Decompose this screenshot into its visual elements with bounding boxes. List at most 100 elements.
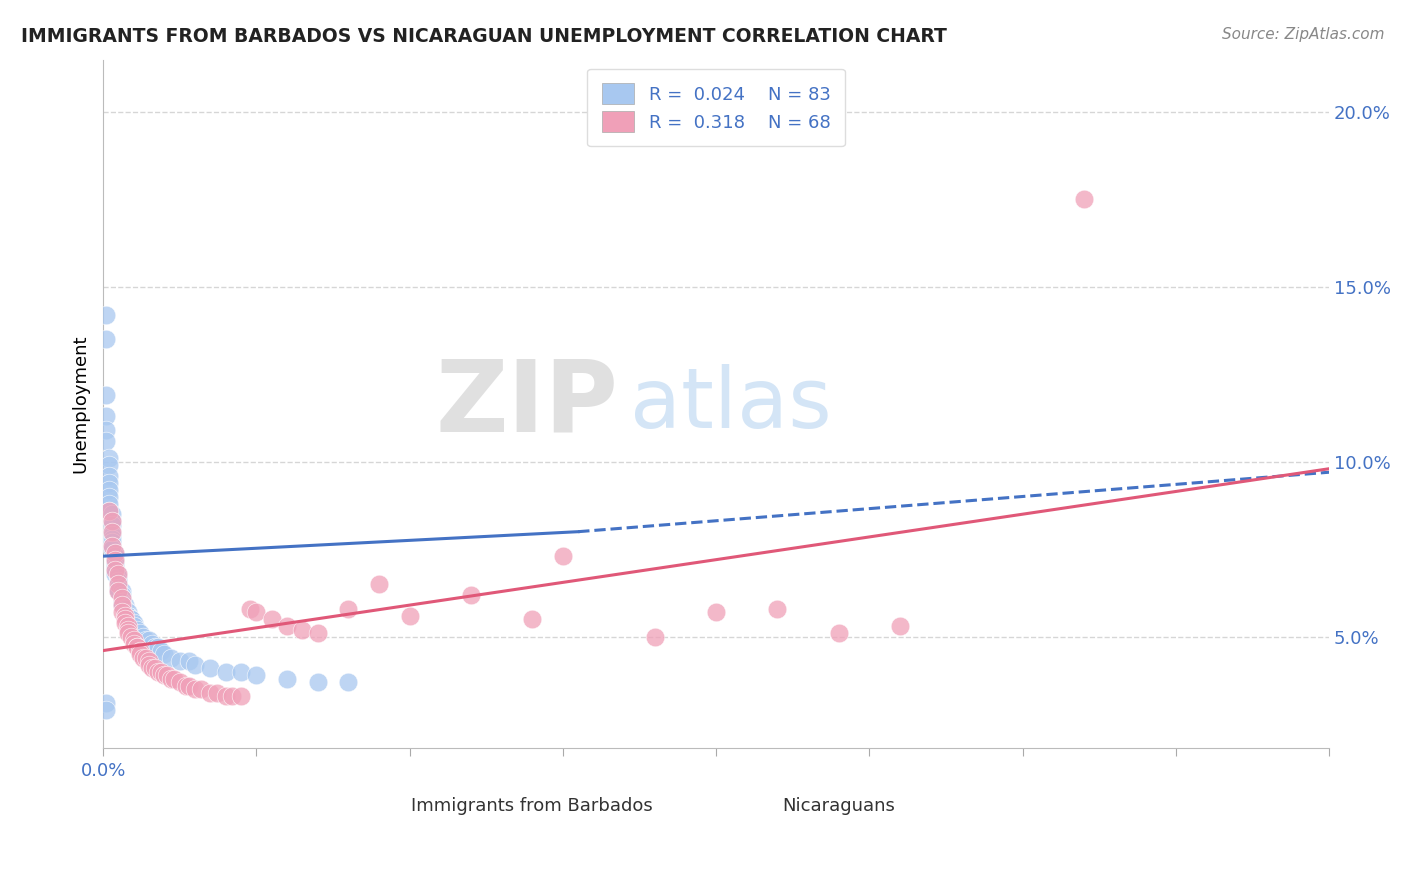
Point [169, 675, 191, 690]
Point [114, 612, 136, 626]
Point [104, 559, 127, 574]
Point [200, 685, 222, 699]
Point [107, 574, 129, 588]
Point [135, 633, 157, 648]
Point [156, 668, 179, 682]
Point [98, 458, 121, 473]
Point [104, 552, 127, 566]
Point [104, 563, 127, 577]
Point [141, 661, 163, 675]
Point [828, 626, 851, 640]
Point [150, 643, 173, 657]
Point [107, 570, 129, 584]
Point [260, 612, 283, 626]
Point [107, 570, 129, 584]
Point [101, 539, 124, 553]
Point [110, 591, 132, 606]
Point [143, 661, 166, 675]
Point [215, 665, 238, 679]
Point [229, 689, 252, 703]
Point [101, 532, 124, 546]
Point [215, 689, 238, 703]
Text: IMMIGRANTS FROM BARBADOS VS NICARAGUAN UNEMPLOYMENT CORRELATION CHART: IMMIGRANTS FROM BARBADOS VS NICARAGUAN U… [21, 27, 948, 45]
Point [120, 612, 142, 626]
Point [104, 552, 127, 566]
Point [120, 615, 142, 630]
Point [110, 584, 132, 599]
Point [114, 605, 136, 619]
Point [110, 598, 132, 612]
Point [153, 668, 176, 682]
Point [98, 490, 121, 504]
Point [122, 615, 145, 630]
Text: atlas: atlas [630, 364, 832, 444]
Point [177, 654, 200, 668]
Point [101, 539, 124, 553]
Point [107, 581, 129, 595]
Point [114, 608, 136, 623]
Point [129, 643, 152, 657]
Point [107, 581, 129, 595]
Point [114, 601, 136, 615]
Point [107, 566, 129, 581]
Point [101, 507, 124, 521]
Text: ZIP: ZIP [436, 356, 619, 452]
Point [96, 434, 118, 448]
Point [101, 542, 124, 557]
Point [125, 640, 148, 654]
Point [117, 608, 139, 623]
Point [110, 598, 132, 612]
Point [245, 605, 267, 619]
Point [177, 679, 200, 693]
Point [644, 630, 666, 644]
Point [159, 650, 181, 665]
Point [107, 577, 129, 591]
Point [150, 665, 173, 679]
Point [307, 675, 329, 690]
Point [101, 514, 124, 528]
Point [138, 654, 160, 668]
Point [276, 619, 298, 633]
Point [96, 332, 118, 346]
Point [229, 665, 252, 679]
Point [184, 657, 207, 672]
Point [138, 633, 160, 648]
Point [120, 630, 142, 644]
Point [107, 574, 129, 588]
Point [141, 636, 163, 650]
Text: Immigrants from Barbados: Immigrants from Barbados [412, 797, 654, 814]
Point [104, 566, 127, 581]
Point [1073, 193, 1095, 207]
Point [117, 605, 139, 619]
Point [117, 608, 139, 623]
Point [245, 668, 267, 682]
Point [307, 626, 329, 640]
Point [125, 623, 148, 637]
Point [98, 483, 121, 497]
Point [96, 423, 118, 437]
Point [889, 619, 911, 633]
Point [96, 388, 118, 402]
Point [129, 626, 152, 640]
Point [98, 497, 121, 511]
Point [221, 689, 243, 703]
Point [337, 601, 360, 615]
Point [135, 650, 157, 665]
Point [368, 577, 391, 591]
Point [101, 535, 124, 549]
Point [138, 657, 160, 672]
Point [107, 577, 129, 591]
Point [291, 623, 314, 637]
Point [110, 588, 132, 602]
Point [110, 594, 132, 608]
Point [337, 675, 360, 690]
Point [460, 588, 482, 602]
Point [398, 608, 420, 623]
Point [143, 640, 166, 654]
Point [153, 647, 176, 661]
Point [101, 524, 124, 539]
Point [101, 528, 124, 542]
Point [101, 514, 124, 528]
Point [110, 591, 132, 606]
Point [132, 650, 155, 665]
